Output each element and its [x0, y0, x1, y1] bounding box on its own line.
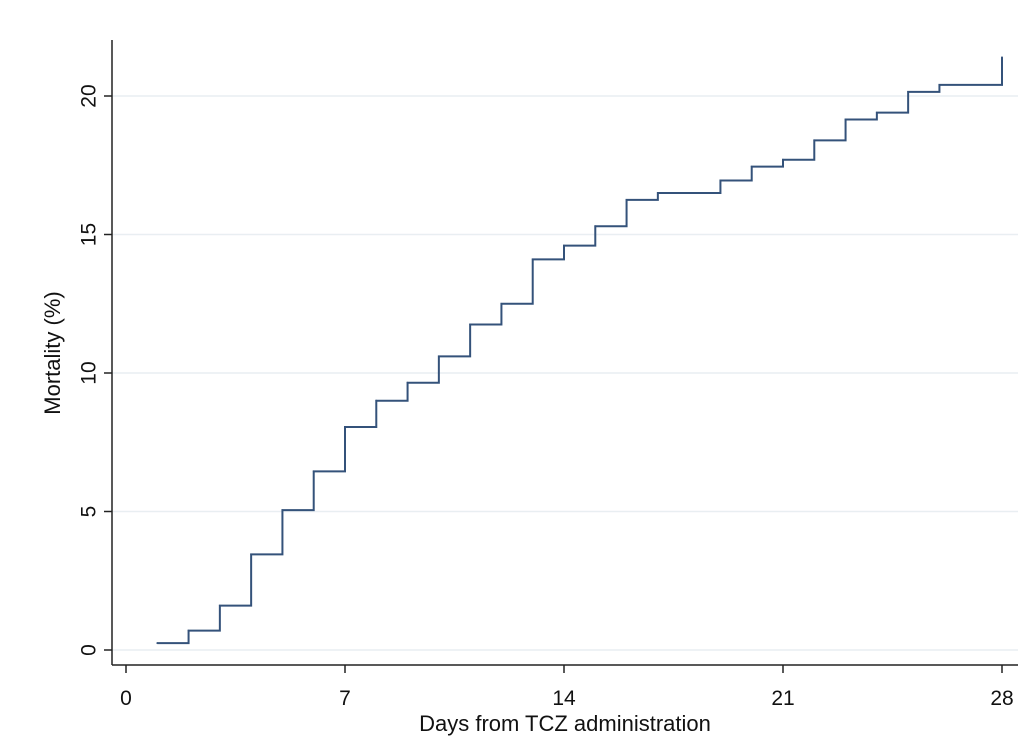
y-tick-label-4: 20 [78, 84, 101, 107]
series-point-0-16 [656, 192, 659, 194]
series-point-0-11 [500, 302, 503, 305]
series-point-0-13 [563, 244, 565, 247]
series-point-0-1 [187, 629, 190, 632]
x-tick-label-4: 28 [990, 687, 1013, 710]
y-tick-label-0: 0 [78, 644, 101, 656]
y-axis-title: Mortality (%) [40, 291, 65, 414]
axes [111, 40, 1018, 666]
series-point-0-8 [406, 381, 409, 384]
series-point-0-24 [938, 84, 941, 86]
series-layer [156, 56, 1003, 645]
series-point-0-10 [469, 323, 472, 326]
x-tick-label-3: 21 [771, 687, 794, 710]
series-point-0-18 [750, 165, 753, 168]
gridlines [112, 95, 1018, 651]
series-point-0-9 [437, 355, 440, 358]
x-axis-title: Days from TCZ administration [419, 711, 711, 736]
series-point-0-7 [375, 399, 378, 402]
series-point-0-4 [281, 509, 284, 512]
series-point-0-22 [875, 111, 878, 114]
series-point-0-5 [312, 470, 315, 473]
series-point-0-6 [344, 426, 346, 428]
series-point-0-25 [1001, 56, 1003, 59]
series-point-0-14 [594, 225, 597, 228]
series-point-0-19 [782, 158, 784, 161]
series-point-0-12 [531, 258, 534, 261]
series-point-0-3 [250, 553, 253, 556]
series-point-0-17 [719, 179, 722, 182]
series-point-0-21 [844, 118, 847, 121]
series-line-0 [157, 57, 1003, 645]
series-point-0-20 [813, 139, 816, 142]
series-point-0-15 [625, 198, 628, 201]
series-point-0-0 [156, 642, 159, 644]
y-tick-label-2: 10 [78, 361, 101, 384]
y-tick-label-1: 5 [78, 506, 101, 518]
tick-marks: 0 5 10 15 20 0 7 14 21 28 [78, 84, 1014, 710]
series-point-0-2 [218, 604, 221, 607]
y-tick-label-3: 15 [78, 223, 101, 246]
x-tick-label-2: 14 [552, 687, 576, 710]
x-tick-label-0: 0 [120, 687, 132, 710]
x-tick-label-1: 7 [339, 687, 351, 710]
series-point-0-23 [907, 90, 910, 93]
